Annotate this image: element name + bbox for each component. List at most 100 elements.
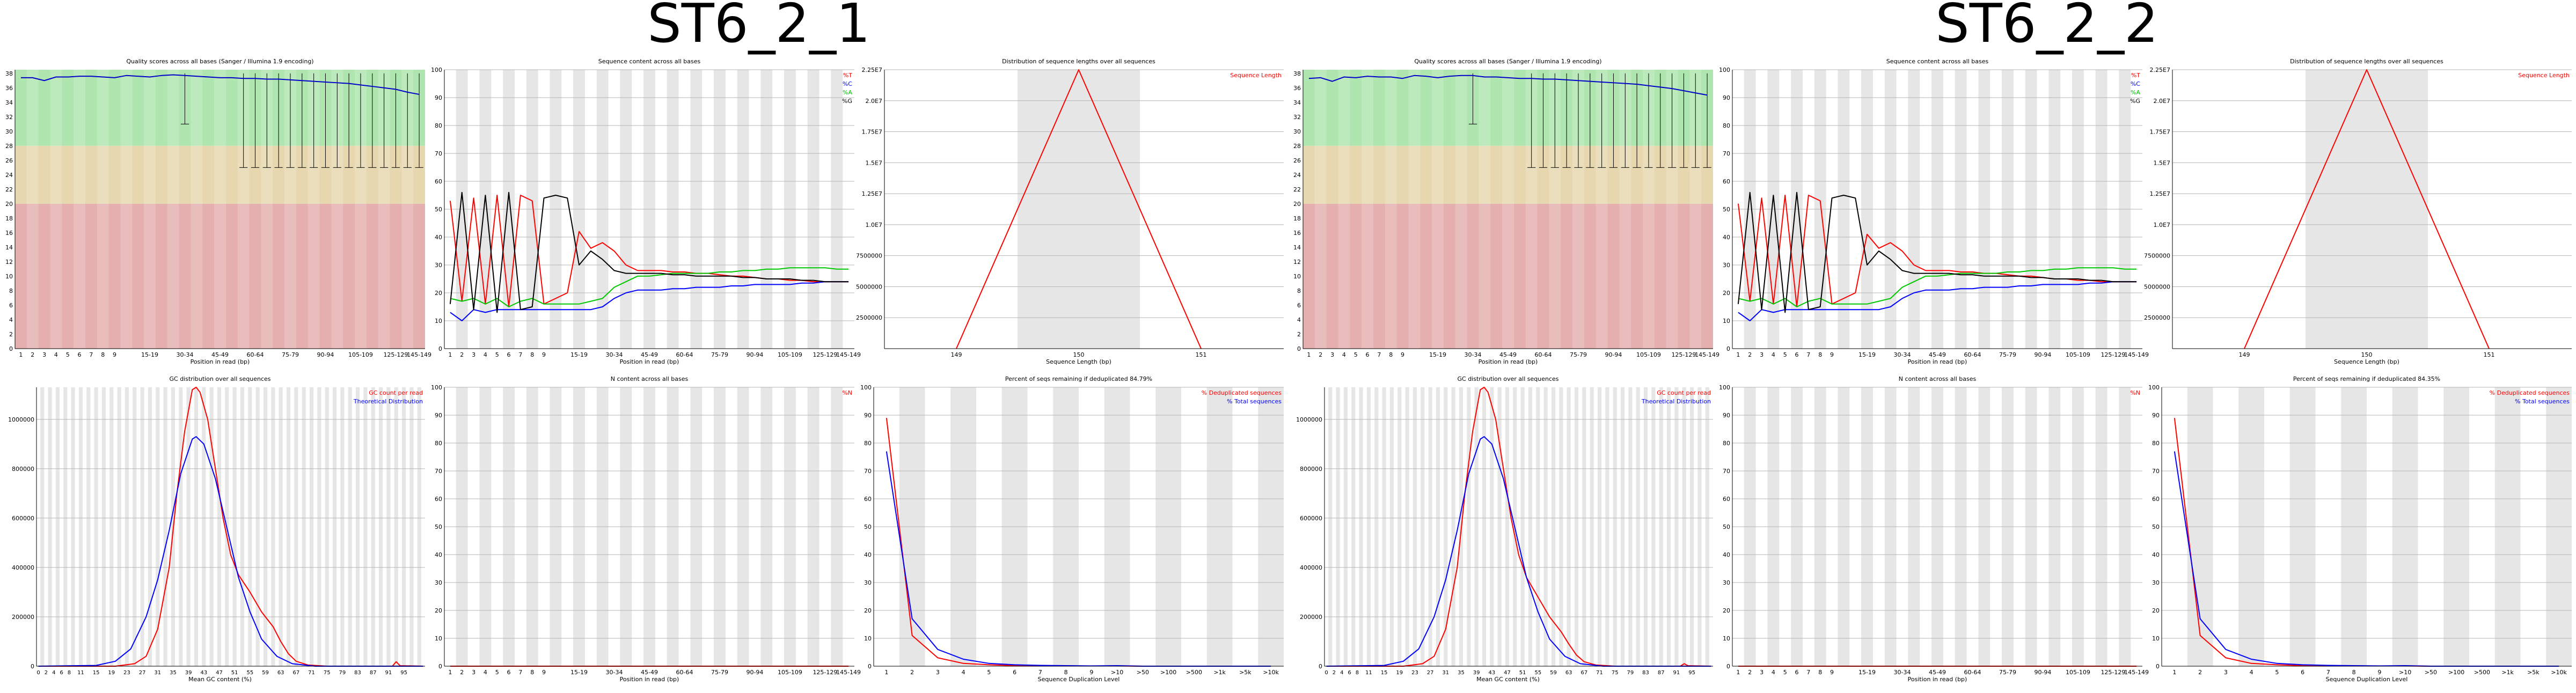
x-tick-label: 150 <box>1073 351 1085 358</box>
background-band <box>2306 70 2428 349</box>
x-tick-label: 105-109 <box>2066 669 2090 676</box>
legend-entry: %C <box>2131 80 2140 87</box>
x-tick-label: 15 <box>1381 670 1388 676</box>
series-line <box>1738 267 2137 307</box>
background-band <box>409 387 414 666</box>
y-tick-label: 50 <box>1723 206 1730 213</box>
x-tick-label: 90-94 <box>317 351 334 358</box>
x-tick-label: 90-94 <box>746 669 763 676</box>
x-axis-label: Position in read (bp) <box>620 676 679 683</box>
chart-title: Distribution of sequence lengths over al… <box>1002 58 1155 65</box>
x-tick-label: 145-149 <box>407 351 431 358</box>
background-band <box>401 70 414 349</box>
sample-title: ST6_2_1 <box>647 0 870 55</box>
background-band <box>1590 387 1594 666</box>
y-tick-label: 20 <box>435 290 442 297</box>
chart-title: Quality scores across all bases (Sanger … <box>126 58 313 65</box>
x-tick-label: 8 <box>2352 669 2356 676</box>
x-tick-label: 45-49 <box>1929 669 1946 676</box>
legend-entry: Theoretical Distribution <box>1641 398 1711 405</box>
y-tick-label: 50 <box>435 206 442 213</box>
x-tick-label: 59 <box>262 670 269 676</box>
x-tick-label: 83 <box>1642 670 1649 676</box>
background-band <box>1444 387 1448 666</box>
background-band <box>386 387 391 666</box>
x-tick-label: 6 <box>507 351 511 358</box>
x-tick-label: 3 <box>472 351 475 358</box>
x-tick-label: 11 <box>1365 670 1372 676</box>
chart-title: Percent of seqs remaining if deduplicate… <box>2293 375 2440 382</box>
background-band <box>309 387 314 666</box>
background-band <box>1689 70 1702 349</box>
y-tick-label: 70 <box>1723 150 1730 157</box>
x-tick-label: 87 <box>1658 670 1665 676</box>
x-tick-label: 7 <box>518 351 522 358</box>
background-band <box>1336 387 1340 666</box>
x-tick-label: 91 <box>385 670 392 676</box>
y-tick-label: 7500000 <box>856 253 882 260</box>
background-band <box>1549 70 1561 349</box>
x-tick-label: 149 <box>2239 351 2250 358</box>
y-tick-label: 60 <box>1723 496 1730 503</box>
background-band <box>48 387 52 666</box>
y-tick-label: 0 <box>868 663 872 670</box>
background-band <box>1359 387 1363 666</box>
chart-panel: N content across all bases Position in re… <box>1719 375 2149 683</box>
background-band <box>1620 387 1625 666</box>
y-tick-label: 0 <box>438 345 442 352</box>
y-tick-label: 200000 <box>12 614 34 621</box>
x-tick-label: 31 <box>154 670 161 676</box>
x-tick-label: 19 <box>1396 670 1403 676</box>
x-tick-label: 6 <box>1795 669 1799 676</box>
background-band <box>1613 387 1617 666</box>
background-band <box>1605 387 1609 666</box>
x-tick-label: 75-79 <box>1999 669 2016 676</box>
x-tick-label: 30-34 <box>177 351 194 358</box>
x-tick-label: 15-19 <box>570 669 588 676</box>
background-band <box>355 70 367 349</box>
y-tick-label: 30 <box>435 262 442 269</box>
y-tick-label: 0 <box>1297 345 1301 352</box>
legend-entry: %N <box>842 389 852 396</box>
y-tick-label: 28 <box>5 143 13 150</box>
x-tick-label: >10k <box>1263 669 1279 676</box>
background-band <box>1351 387 1356 666</box>
x-tick-label: 145-149 <box>2124 351 2149 358</box>
y-tick-label: 1.5E7 <box>2154 159 2170 166</box>
background-band <box>117 387 121 666</box>
background-band <box>271 387 275 666</box>
x-tick-label: 63 <box>277 670 284 676</box>
background-band <box>148 387 152 666</box>
background-band <box>302 387 306 666</box>
x-tick-label: 9 <box>113 351 116 358</box>
x-tick-label: 9 <box>1830 351 1834 358</box>
x-tick-label: 4 <box>54 351 58 358</box>
x-tick-label: 3 <box>472 669 475 676</box>
x-tick-label: 1 <box>19 351 23 358</box>
x-tick-label: >100 <box>2448 669 2464 676</box>
background-band <box>248 387 252 666</box>
y-tick-label: 16 <box>5 230 13 237</box>
y-tick-label: 38 <box>5 70 13 77</box>
x-tick-label: 7 <box>89 351 93 358</box>
x-axis-label: Mean GC content (%) <box>1476 676 1540 683</box>
y-tick-label: 40 <box>1723 551 1730 558</box>
y-tick-label: 16 <box>1293 230 1301 237</box>
y-tick-label: 1.0E7 <box>866 222 882 228</box>
legend-entry: % Total sequences <box>1227 398 1282 405</box>
y-tick-label: 1.75E7 <box>862 129 882 136</box>
background-band <box>1455 70 1467 349</box>
background-band <box>378 387 383 666</box>
x-tick-label: 4 <box>1772 669 1775 676</box>
background-band <box>1597 387 1602 666</box>
x-tick-label: 60-64 <box>1964 669 1981 676</box>
legend-entry: %A <box>843 89 852 96</box>
y-tick-label: 20 <box>1723 607 1730 614</box>
background-band <box>1405 387 1409 666</box>
x-tick-label: 5 <box>987 669 991 676</box>
chart-panel: GC distribution over all sequences Mean G… <box>1296 375 1713 683</box>
background-band <box>417 387 421 666</box>
y-tick-label: 1000000 <box>8 416 34 423</box>
x-tick-label: 30-34 <box>1894 351 1911 358</box>
y-tick-label: 34 <box>5 99 13 106</box>
